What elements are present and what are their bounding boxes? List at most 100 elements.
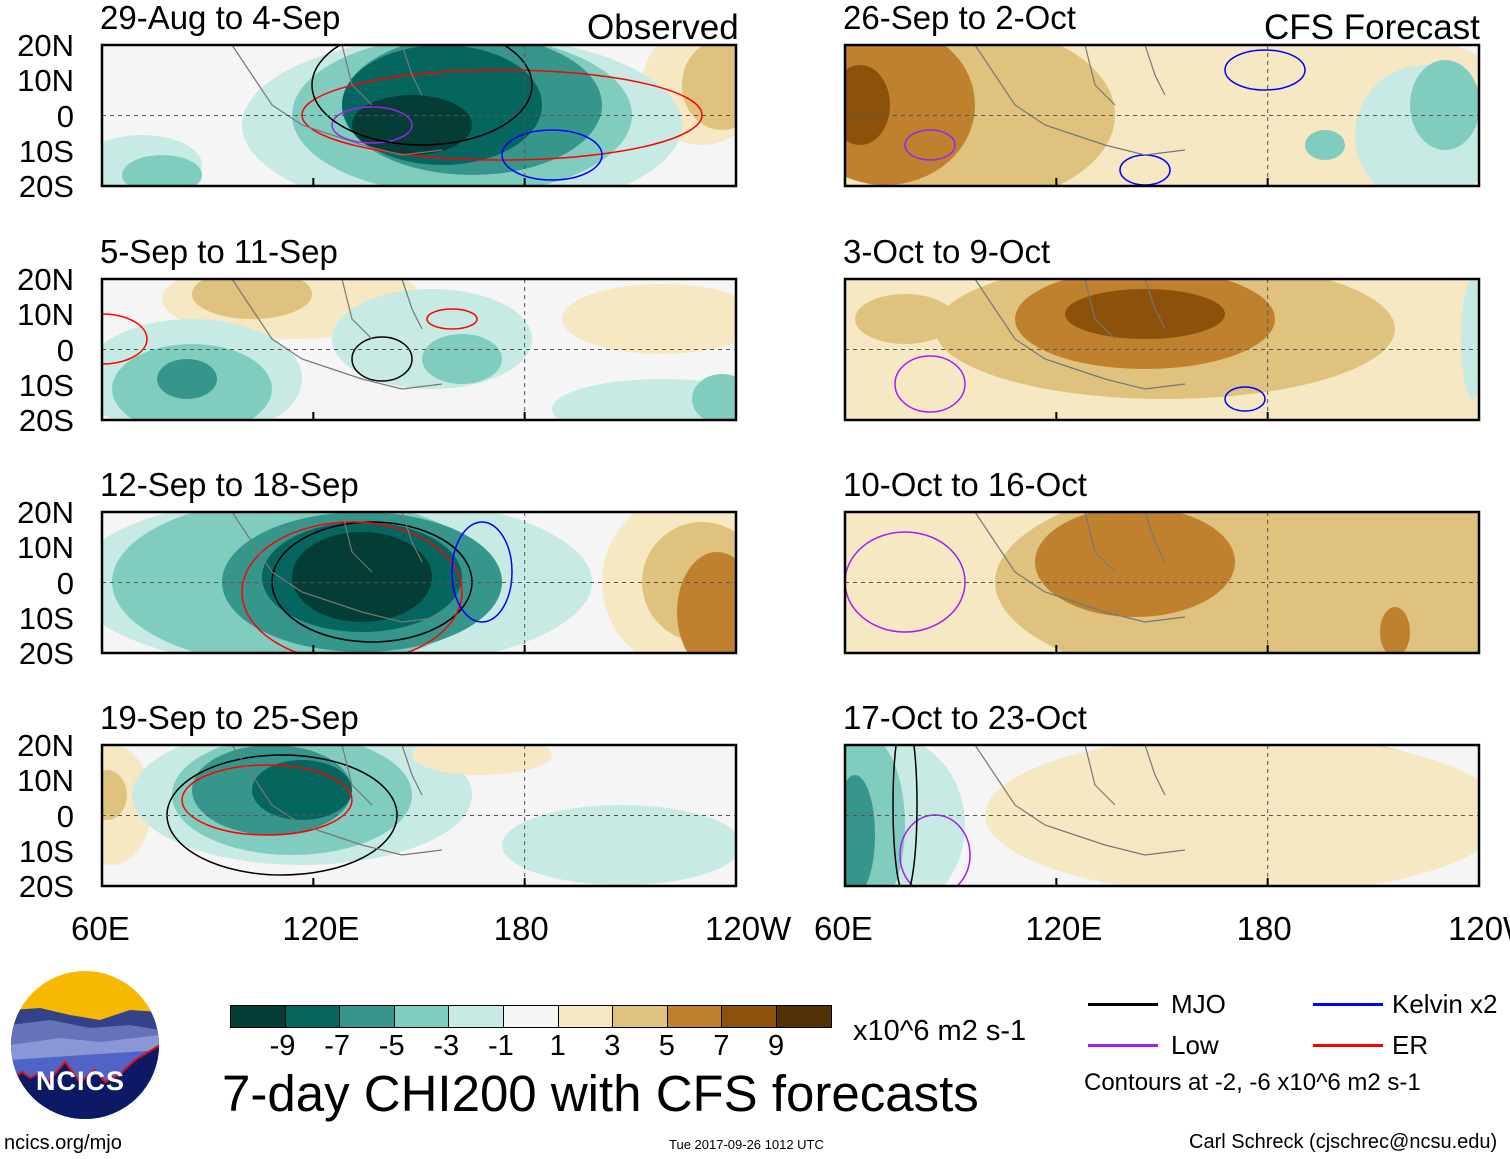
panel-frame bbox=[100, 43, 738, 188]
contour-line bbox=[241, 521, 463, 653]
lon-label: 60E bbox=[814, 910, 873, 947]
colorbar-units: x10^6 m2 s-1 bbox=[853, 1015, 1027, 1047]
lon-label: 120W bbox=[1448, 910, 1510, 947]
contour-note: Contours at -2, -6 x10^6 m2 s-1 bbox=[1084, 1069, 1421, 1096]
lat-label: 20N bbox=[17, 495, 74, 530]
lat-label: 0 bbox=[56, 565, 74, 601]
panel-frame bbox=[843, 743, 1481, 888]
contour-line bbox=[501, 129, 603, 181]
lon-label: 180 bbox=[1236, 910, 1292, 947]
contour-line bbox=[1224, 386, 1266, 412]
chi-shading bbox=[1335, 552, 1475, 653]
lat-label: 10S bbox=[18, 367, 74, 403]
colorbar-swatch bbox=[776, 1005, 832, 1028]
colorbar-tick: -7 bbox=[324, 1030, 350, 1062]
chi-shading bbox=[1035, 512, 1235, 617]
figure-title: 7-day CHI200 with CFS forecasts bbox=[222, 1065, 979, 1122]
lat-label: 0 bbox=[56, 332, 74, 368]
colorbar-tick: -5 bbox=[378, 1030, 405, 1062]
chi-shading bbox=[845, 65, 890, 145]
contour-line bbox=[181, 764, 353, 836]
coastline bbox=[231, 45, 443, 156]
map-panel-observed-0 bbox=[100, 43, 738, 188]
colorbar-tick: -3 bbox=[433, 1030, 460, 1062]
lat-label: 0 bbox=[56, 798, 74, 834]
lat-label: 20N bbox=[17, 262, 74, 297]
panel-title: 26-Sep to 2-Oct bbox=[843, 0, 1076, 36]
legend-er-line bbox=[1313, 1044, 1383, 1047]
lat-label: 20N bbox=[17, 728, 74, 763]
contour-line bbox=[331, 106, 413, 144]
lat-label: 10S bbox=[18, 600, 74, 636]
lat-label: 10N bbox=[17, 763, 74, 799]
map-panel-forecast-1 bbox=[843, 277, 1481, 422]
panel-title: 17-Oct to 23-Oct bbox=[843, 699, 1087, 736]
logo-text: NCICS bbox=[36, 1066, 126, 1096]
panel-title: 12-Sep to 18-Sep bbox=[100, 466, 359, 503]
panel-title: 10-Oct to 16-Oct bbox=[843, 466, 1087, 503]
chi-shading bbox=[677, 552, 736, 653]
colorbar-tick: 9 bbox=[768, 1030, 785, 1062]
legend-low: Low bbox=[1171, 1030, 1219, 1060]
chi-shading bbox=[692, 374, 736, 420]
contour-line bbox=[426, 308, 478, 330]
contour-line bbox=[892, 745, 918, 886]
legend-er: ER bbox=[1392, 1030, 1429, 1060]
footer-url[interactable]: ncics.org/mjo bbox=[4, 1132, 122, 1154]
panel-frame bbox=[100, 277, 738, 422]
colorbar-tick: 7 bbox=[713, 1030, 730, 1062]
colorbar-swatch bbox=[284, 1005, 341, 1028]
lat-label: 10N bbox=[17, 530, 74, 566]
contour-line bbox=[102, 313, 148, 365]
colorbar-tick: 3 bbox=[604, 1030, 621, 1062]
colorbar-tick: 1 bbox=[549, 1030, 566, 1062]
colorbar-tick: 5 bbox=[658, 1030, 675, 1062]
ncics-logo bbox=[11, 971, 159, 1119]
panel-frame bbox=[843, 510, 1481, 655]
contour-line bbox=[451, 521, 513, 623]
contour-line bbox=[1224, 49, 1306, 91]
chi-shading bbox=[252, 760, 352, 820]
lon-label: 120W bbox=[705, 910, 792, 947]
coastline bbox=[231, 512, 443, 623]
colorbar-swatch bbox=[721, 1005, 777, 1028]
contour-line bbox=[904, 129, 956, 161]
lon-label: 60E bbox=[71, 910, 130, 947]
colorbar-swatch bbox=[393, 1005, 450, 1028]
chi-shading bbox=[292, 532, 432, 622]
chi-shading bbox=[1410, 60, 1479, 150]
legend-kelvin: Kelvin x2 bbox=[1392, 989, 1498, 1019]
chi-shading bbox=[845, 775, 875, 886]
chi-shading bbox=[422, 334, 502, 384]
legend-kelvin-line bbox=[1313, 1003, 1383, 1006]
footer-timestamp: Tue 2017-09-26 1012 UTC bbox=[669, 1137, 824, 1152]
lat-label: 10S bbox=[18, 133, 74, 169]
chi-shading bbox=[412, 745, 552, 775]
lat-label: 10N bbox=[17, 297, 74, 333]
chi-shading bbox=[1380, 607, 1410, 653]
contour-line bbox=[311, 45, 533, 146]
panel-title: 29-Aug to 4-Sep bbox=[100, 0, 341, 36]
colorbar-tick: -9 bbox=[269, 1030, 296, 1062]
coastline bbox=[974, 279, 1186, 390]
lat-label: 20N bbox=[17, 28, 74, 63]
chi-shading bbox=[682, 45, 736, 130]
coastline bbox=[231, 279, 443, 390]
panel-title: 5-Sep to 11-Sep bbox=[100, 233, 338, 270]
lat-label: 10S bbox=[18, 833, 74, 869]
lat-label: 10N bbox=[17, 63, 74, 99]
panel-frame bbox=[100, 743, 738, 888]
colorbar-tick: -1 bbox=[488, 1030, 514, 1062]
panel-frame bbox=[843, 277, 1481, 422]
coastline bbox=[231, 745, 443, 856]
lon-label: 120E bbox=[282, 910, 360, 947]
legend-mjo: MJO bbox=[1171, 989, 1226, 1019]
colorbar-swatch bbox=[666, 1005, 723, 1028]
lat-label: 20S bbox=[18, 636, 74, 671]
lat-label: 0 bbox=[56, 98, 74, 134]
contour-line bbox=[894, 355, 966, 413]
chi-shading bbox=[157, 359, 217, 399]
lon-label: 120E bbox=[1025, 910, 1103, 947]
chi-shading bbox=[855, 294, 955, 344]
